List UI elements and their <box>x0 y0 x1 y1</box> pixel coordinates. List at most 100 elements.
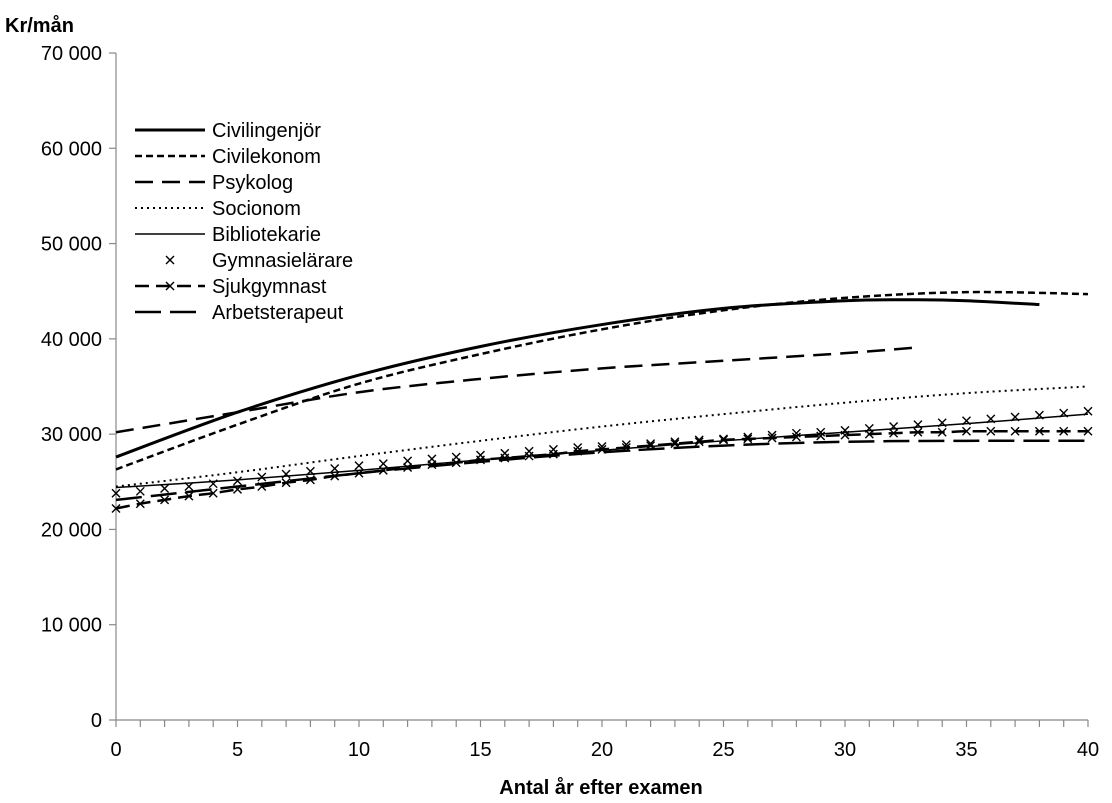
x-marker <box>184 482 194 492</box>
x-marker <box>1059 426 1069 436</box>
legend-label: Gymnasielärare <box>212 250 353 272</box>
x-marker <box>165 281 175 291</box>
x-marker <box>354 468 364 478</box>
x-marker <box>1034 410 1044 420</box>
x-tick-label: 30 <box>834 739 856 761</box>
y-tick-label: 40 000 <box>41 329 102 351</box>
x-marker <box>208 479 218 489</box>
x-marker <box>111 488 121 498</box>
x-marker <box>962 416 971 426</box>
series-layer <box>111 290 1093 513</box>
x-marker <box>111 503 121 513</box>
x-marker <box>962 426 971 436</box>
legend-label: Socionom <box>212 198 301 220</box>
legend-label: Sjukgymnast <box>212 276 327 298</box>
x-marker <box>354 461 364 471</box>
x-tick-label: 15 <box>469 739 491 761</box>
series-line <box>115 429 1088 510</box>
legend-item: Arbetsterapeut <box>135 302 344 324</box>
series-arbetsterapeut <box>115 439 1089 502</box>
x-marker <box>330 463 340 473</box>
series-line <box>115 290 1089 471</box>
x-marker <box>864 429 874 439</box>
series-line <box>115 385 1089 488</box>
legend-item: Gymnasielärare <box>165 250 353 272</box>
y-tick-label: 60 000 <box>41 138 102 160</box>
y-tick-label: 0 <box>91 710 102 732</box>
x-marker <box>670 439 680 449</box>
legend-label: Arbetsterapeut <box>212 302 344 324</box>
y-tick-label: 20 000 <box>41 519 102 541</box>
x-marker <box>913 427 923 437</box>
x-marker <box>937 427 947 437</box>
x-marker <box>135 486 145 496</box>
x-marker <box>986 414 996 424</box>
series-civilekonom <box>115 290 1089 471</box>
x-marker <box>160 495 170 505</box>
x-marker <box>816 431 826 441</box>
x-marker <box>281 478 291 488</box>
x-marker <box>427 460 437 470</box>
legend-item: Psykolog <box>135 172 293 194</box>
series-civilingenj-r <box>115 298 1040 459</box>
x-marker <box>1010 412 1020 422</box>
x-marker <box>1034 426 1044 436</box>
legend-label: Civilekonom <box>212 146 321 168</box>
x-marker <box>1010 426 1020 436</box>
x-marker <box>135 499 145 509</box>
series-socionom <box>115 385 1089 488</box>
legend-item: Sjukgymnast <box>135 276 327 298</box>
legend-item: Civilingenjör <box>135 120 321 142</box>
y-tick-label: 50 000 <box>41 234 102 256</box>
series-line <box>115 346 918 434</box>
series-psykolog <box>115 346 918 434</box>
x-marker <box>743 434 753 444</box>
x-marker <box>889 428 899 438</box>
y-tick-label: 30 000 <box>41 424 102 446</box>
x-marker <box>281 469 291 479</box>
x-marker <box>403 456 413 466</box>
x-marker <box>257 472 267 482</box>
series-line <box>115 439 1089 502</box>
legend-label: Civilingenjör <box>212 120 321 142</box>
x-marker <box>986 426 996 436</box>
x-tick-label: 40 <box>1077 739 1099 761</box>
x-marker <box>840 430 850 440</box>
x-marker <box>524 451 534 461</box>
legend-item: Socionom <box>135 198 301 220</box>
x-marker <box>694 437 704 447</box>
legend-label: Psykolog <box>212 172 293 194</box>
x-marker <box>1083 426 1093 436</box>
x-marker <box>1083 406 1093 416</box>
x-marker <box>670 437 680 447</box>
axes: 0 10 000 20 000 30 000 40 000 50 000 60 000 70 … <box>41 43 1099 761</box>
legend-label: Bibliotekarie <box>212 224 321 246</box>
x-marker <box>913 420 923 430</box>
x-marker <box>165 255 175 265</box>
x-marker <box>719 435 728 445</box>
x-tick-label: 5 <box>232 739 243 761</box>
x-tick-label: 0 <box>110 739 121 761</box>
x-marker <box>791 432 801 442</box>
x-marker <box>1059 408 1069 418</box>
x-tick-label: 35 <box>955 739 977 761</box>
legend: Civilingenjör Civilekonom Psykolog Socionom… <box>135 120 353 324</box>
series-sjukgymnast <box>111 426 1093 513</box>
x-marker <box>233 476 242 486</box>
x-tick-label: 20 <box>591 739 613 761</box>
x-marker <box>305 466 315 476</box>
series-line <box>115 298 1040 459</box>
x-marker <box>160 483 170 493</box>
x-marker <box>937 418 947 428</box>
legend-item: Bibliotekarie <box>135 224 321 246</box>
x-marker <box>767 433 777 443</box>
x-marker <box>889 422 899 432</box>
x-axis-title: Antal år efter examen <box>499 776 702 799</box>
x-tick-label: 25 <box>712 739 734 761</box>
x-marker <box>378 459 388 469</box>
legend-item: Civilekonom <box>135 146 321 168</box>
y-tick-label: 10 000 <box>41 615 102 637</box>
y-tick-label: 70 000 <box>41 43 102 65</box>
x-tick-label: 10 <box>348 739 370 761</box>
